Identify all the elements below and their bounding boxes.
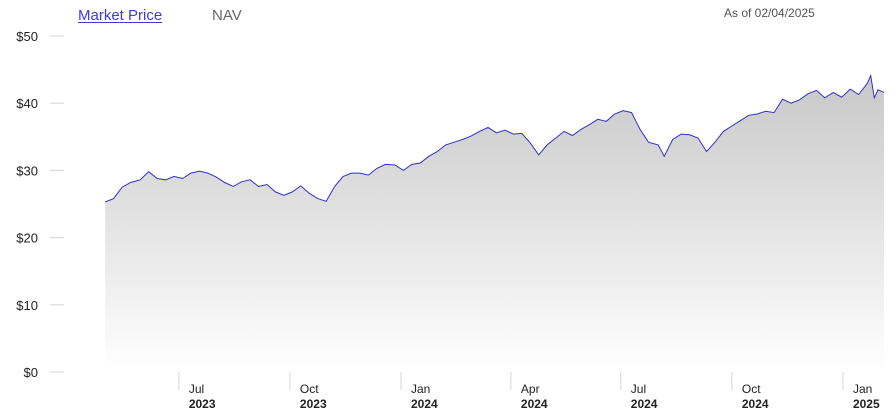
x-tick-year: 2023 xyxy=(300,397,327,411)
x-tick-month: Jul xyxy=(631,382,646,396)
x-tick-year: 2024 xyxy=(521,397,548,411)
x-tick-month: Jul xyxy=(189,382,204,396)
y-tick-label: $10 xyxy=(16,298,38,313)
y-tick-label: $50 xyxy=(16,29,38,44)
price-line xyxy=(105,73,885,203)
x-tick-year: 2024 xyxy=(742,397,769,411)
x-tick-month: Oct xyxy=(300,382,319,396)
tab-market-price[interactable]: Market Price xyxy=(78,7,163,24)
price-area xyxy=(105,75,884,372)
x-tick-month: Jan xyxy=(853,382,872,396)
x-tick-year: 2024 xyxy=(631,397,658,411)
y-tick-label: $0 xyxy=(24,365,38,380)
y-tick-label: $20 xyxy=(16,231,38,246)
y-tick-label: $30 xyxy=(16,163,38,178)
x-tick-month: Apr xyxy=(521,382,540,396)
as-of-date: As of 02/04/2025 xyxy=(724,6,815,20)
x-tick-month: Oct xyxy=(742,382,761,396)
x-tick-month: Jan xyxy=(411,382,430,396)
tab-nav[interactable]: NAV xyxy=(212,7,242,24)
x-tick-year: 2025 xyxy=(853,397,880,411)
x-tick-year: 2024 xyxy=(411,397,438,411)
x-tick-year: 2023 xyxy=(189,397,216,411)
y-tick-label: $40 xyxy=(16,96,38,111)
